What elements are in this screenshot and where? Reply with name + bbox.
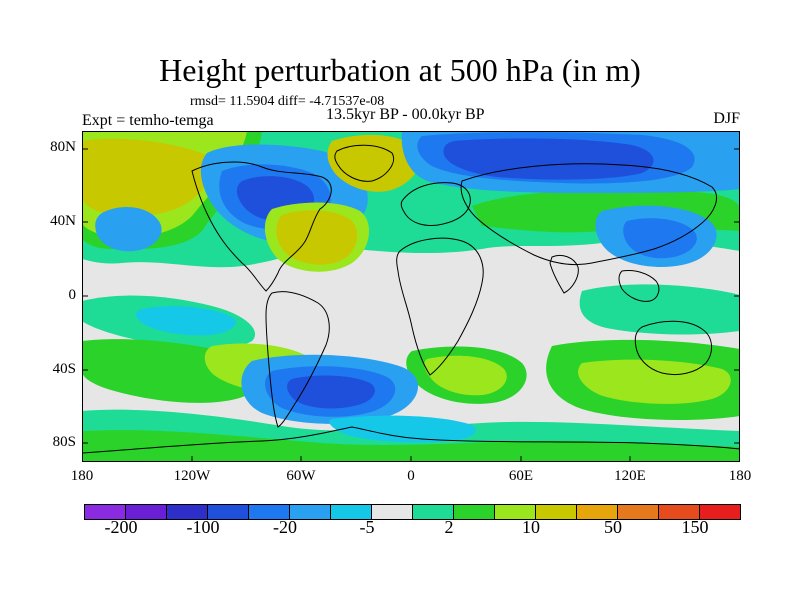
lon-label-60e: 60E: [508, 468, 534, 484]
colorbar-swatch: [659, 505, 700, 519]
field-sh-polar-2: [82, 430, 740, 462]
stats-text: rmsd= 11.5904 diff= -4.71537e-08: [190, 94, 385, 109]
colorbar-label: 150: [681, 517, 709, 537]
field-so-low-core: [287, 375, 375, 409]
colorbar-swatch: [495, 505, 536, 519]
map-panel: [82, 131, 740, 462]
lon-label-120w: 120W: [173, 468, 211, 484]
season-label: DJF: [713, 110, 740, 127]
colorbar-swatch: [536, 505, 577, 519]
colorbar-swatch: [290, 505, 331, 519]
lat-label-eq: 0: [68, 287, 77, 303]
experiment-label: Expt = temho-temga: [82, 112, 214, 129]
lat-label-80s: 80S: [52, 434, 76, 450]
colorbar-label: 50: [604, 517, 622, 537]
colorbar-swatch: [208, 505, 249, 519]
lon-label-0: 0: [407, 468, 415, 484]
colorbar-swatch: [577, 505, 618, 519]
colorbar-swatch: [167, 505, 208, 519]
coast-se-asia: [618, 270, 660, 302]
colorbar-label: -100: [186, 517, 220, 537]
field-asia-low-core: [623, 218, 697, 259]
colorbar-swatch: [372, 505, 413, 519]
colorbar-swatch: [618, 505, 659, 519]
map-svg: [82, 131, 740, 462]
lon-label-180e: 180: [728, 468, 752, 484]
field-sh-yellow-3: [578, 359, 731, 404]
coast-europe: [400, 182, 471, 226]
colorbar-swatch: [700, 505, 740, 519]
lat-label-40s: 40S: [52, 361, 76, 377]
coast-south-america: [265, 291, 330, 428]
colorbar-swatch: [85, 505, 126, 519]
colorbar: [84, 504, 741, 520]
coast-asia: [460, 163, 717, 266]
lon-label-180w: 180: [70, 468, 94, 484]
lat-label-80n: 80N: [50, 139, 76, 155]
field-trop-band-2: [136, 306, 236, 336]
lon-label-60w: 60W: [286, 468, 316, 484]
colorbar-label: -20: [273, 517, 297, 537]
coast-greenland: [334, 144, 394, 182]
field-pacific-core: [82, 138, 213, 217]
coast-australia: [634, 320, 712, 376]
coast-india: [549, 254, 579, 294]
coast-africa: [396, 237, 484, 376]
map-ticks: [82, 148, 740, 462]
colorbar-label: -5: [359, 517, 375, 537]
colorbar-swatch: [413, 505, 454, 519]
coast-antarctica: [82, 426, 740, 454]
field-npac-low: [95, 207, 162, 252]
period-text: 13.5kyr BP - 00.0kyr BP: [326, 106, 485, 123]
coastlines: [82, 144, 740, 454]
lon-label-120e: 120E: [614, 468, 646, 484]
colorbar-label: 2: [444, 517, 454, 537]
plot-title: Height perturbation at 500 hPa (in m): [159, 52, 641, 88]
field-sh-polar-3: [329, 415, 476, 443]
field-trop-band-3: [579, 284, 740, 335]
colorbar-swatch: [454, 505, 495, 519]
lat-label-40n: 40N: [50, 213, 76, 229]
colorbar-label: 10: [522, 517, 540, 537]
field-arctic-high: [327, 134, 421, 192]
colorbar-swatch: [126, 505, 167, 519]
colorbar-swatch: [331, 505, 372, 519]
colorbar-swatch: [249, 505, 290, 519]
field-sh-yellow-2: [424, 355, 507, 396]
coast-north-america: [191, 161, 332, 292]
colorbar-label: -200: [104, 517, 138, 537]
field-eurasia-low-core: [443, 138, 654, 180]
